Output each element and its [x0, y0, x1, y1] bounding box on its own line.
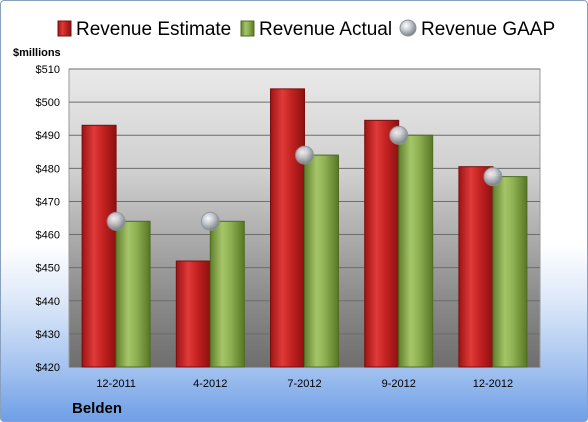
y-tick-label: $470: [36, 196, 60, 208]
bar-revenue-estimate: [270, 88, 305, 368]
marker-revenue-gaap: [295, 145, 314, 165]
marker-revenue-gaap: [389, 125, 409, 145]
x-tick-label: 9-2012: [382, 378, 416, 390]
bar-revenue-estimate: [364, 119, 400, 368]
y-tick-label: $510: [36, 64, 60, 76]
y-tick-label: $450: [36, 263, 60, 275]
legend-swatch-revenue-estimate: [57, 20, 72, 37]
y-tick-label: $430: [36, 329, 60, 341]
legend-label-revenue-gaap: Revenue GAAP: [421, 19, 555, 40]
bar-revenue-estimate: [81, 124, 117, 368]
y-tick-label: $500: [36, 97, 60, 109]
unit-label: $millions: [13, 47, 61, 59]
marker-revenue-gaap: [483, 167, 503, 187]
y-tick-label: $420: [36, 362, 60, 374]
marker-revenue-gaap: [200, 211, 220, 231]
x-tick-label: 12-2011: [96, 378, 136, 390]
legend-label-revenue-estimate: Revenue Estimate: [76, 19, 231, 40]
bar-revenue-actual: [209, 220, 245, 368]
x-tick-label: 12-2012: [473, 378, 513, 390]
y-tick-label: $480: [36, 163, 60, 175]
marker-revenue-gaap: [106, 211, 126, 231]
gaap-markers: [106, 125, 503, 231]
y-tick-label: $460: [36, 230, 60, 242]
x-tick-label: 7-2012: [287, 378, 321, 390]
legend-swatch-revenue-actual: [240, 20, 255, 37]
y-tick-label: $490: [36, 130, 60, 142]
company-name: Belden: [72, 400, 122, 417]
bars: [81, 88, 528, 368]
legend: Revenue Estimate Revenue Actual Revenue …: [57, 19, 555, 40]
bar-revenue-actual: [304, 154, 339, 368]
legend-marker-revenue-gaap: [399, 19, 417, 37]
bar-revenue-actual: [115, 220, 151, 368]
y-axis: $420 $430 $440 $450 $460 $470 $480 $490 $500 $510: [36, 64, 60, 374]
bar-revenue-estimate: [458, 166, 494, 368]
y-tick-label: $440: [36, 296, 60, 308]
bar-revenue-estimate: [175, 260, 211, 368]
bar-revenue-actual: [492, 176, 528, 368]
bar-revenue-actual: [398, 134, 434, 368]
x-axis: 12-2011 4-2012 7-2012 9-2012 12-2012: [96, 378, 513, 390]
x-tick-label: 4-2012: [193, 378, 227, 390]
legend-label-revenue-actual: Revenue Actual: [259, 19, 392, 40]
